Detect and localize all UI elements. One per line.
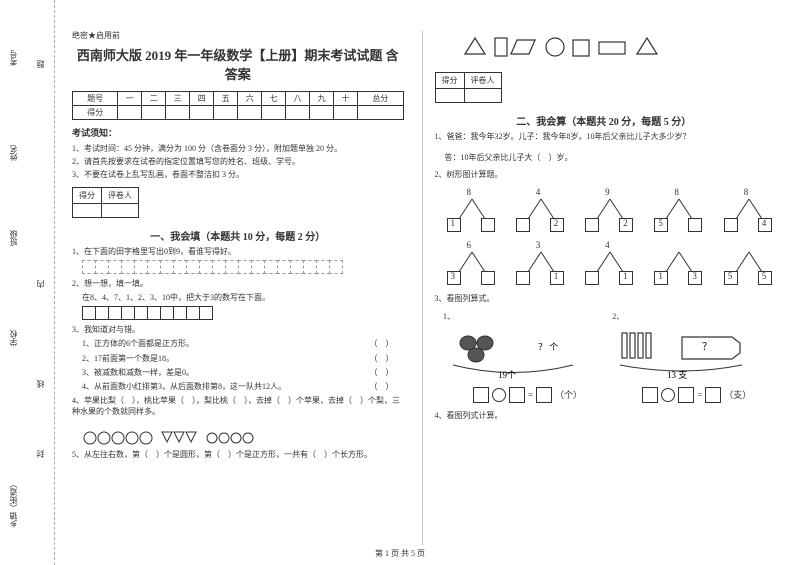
instruction-item: 1、考试时间：45 分钟，满分为 100 分（含卷面分 3 分），附加题单独 2… [72,143,404,154]
binding-mark: 内 [35,280,46,288]
number-tree: 6 3 [445,240,496,285]
unit: （支） [724,388,751,401]
answer-grid [82,260,404,274]
confidential-label: 绝密★启用前 [72,30,404,41]
section-title: 二、我会算（本题共 20 分，每题 5 分） [435,113,774,128]
answer-line: 答：10年后父亲比儿子大（ ）岁。 [445,152,774,163]
question-text: 1、爸爸：我今年32岁。儿子：我今年8岁。10年后父亲比儿子大多少岁？ [435,131,774,142]
brace-label: 13 支 [667,369,687,380]
left-column: 绝密★启用前 西南师大版 2019 年一年级数学【上册】期末考试试题 含答案 题… [60,30,423,545]
th: 总分 [358,92,403,106]
number-tree: 8 5 [652,187,703,232]
question-text: 2、树形图计算题。 [435,169,774,180]
brace-label: 19个 [498,370,516,380]
binding-mark: 线 [35,380,46,388]
binding-mark: 题 [35,60,46,68]
binding-margin: 考号 题 姓名 班级 内 学校 线 封 乡镇（街道） [0,0,55,565]
table-row: 题号 一 二 三 四 五 六 七 八 九 十 总分 [73,92,404,106]
number-tree: 8 4 [722,187,773,232]
number-tree: 4 1 [583,240,634,285]
question-mark: ？ [702,342,712,353]
page-footer: 第 1 页 共 5 页 [0,548,800,559]
tf-item: 1、正方体的6个面都是正方形。（ ） [82,338,404,349]
fruits-icon [82,420,282,446]
picture-problems: 1、 ？ 个 19个 = （个） 2、 [435,308,774,407]
exam-title: 西南师大版 2019 年一年级数学【上册】期末考试试题 含答案 [72,45,404,83]
shapes-icon [455,34,715,58]
number-tree: 9 2 [583,187,634,232]
score-label: 得分 [435,73,464,89]
th: 七 [262,92,286,106]
th: 九 [310,92,334,106]
tf-item: 4、从前面数小红排第3，从后面数排第8，这一队共12人。（ ） [82,381,404,392]
tf-item: 3、被减数和减数一样，差是0。（ ） [82,367,404,378]
number-tree: 8 1 [445,187,496,232]
equation: = （支） [642,387,764,403]
binding-field: 考号 [8,50,19,66]
binding-field: 学校 [8,330,19,346]
instructions-title: 考试须知： [72,126,404,139]
number-tree: 1 3 [652,240,703,285]
question-text: 4、看图列式计算。 [435,410,774,421]
tree-row: 8 1 4 2 9 2 8 5 8 4 [445,187,774,232]
unit: （个） [555,388,582,401]
grader-label: 评卷人 [102,187,139,203]
instruction-item: 3、不要在试卷上乱写乱画，卷面不整洁扣 3 分。 [72,169,404,180]
th: 一 [118,92,142,106]
score-box: 得分评卷人 [435,72,502,103]
td: 得分 [73,106,118,120]
question-text: 在8、4、7、1、2、3、10中，把大于3的数写在下面。 [82,292,404,303]
pencils-diagram: ？ 13 支 [612,325,762,380]
question-text: 3、我知道对与错。 [72,324,404,335]
th: 六 [238,92,262,106]
th: 八 [286,92,310,106]
binding-field: 姓名 [8,145,19,161]
th: 四 [190,92,214,106]
section-title: 一、我会填（本题共 10 分，每题 2 分） [72,228,404,243]
instruction-item: 2、请首先按要求在试卷的指定位置填写您的姓名、班级、学号。 [72,156,404,167]
th: 三 [166,92,190,106]
question-mark: ？ 个 [538,342,558,352]
tf-item: 2、17前面第一个数是18。（ ） [82,353,404,364]
prob-num: 1、 [443,311,595,322]
score-label: 得分 [73,187,102,203]
th: 十 [334,92,358,106]
grader-label: 评卷人 [464,73,501,89]
score-table: 题号 一 二 三 四 五 六 七 八 九 十 总分 得分 [72,91,404,120]
shapes-row [455,34,774,58]
balls-diagram: ？ 个 19个 [443,325,583,380]
number-tree: 5 5 [722,240,773,285]
binding-mark: 封 [35,450,46,458]
table-row: 得分 [73,106,404,120]
question-text: 1、在下面的田字格里写出0到9，看谁写得好。 [72,246,404,257]
question-text: 3、看图列算式。 [435,293,774,304]
number-tree: 3 1 [514,240,565,285]
equation: = （个） [473,387,595,403]
question-text: 4、苹果比梨（ ），桃比苹果（ ），梨比桃（ ），去掉（ ）个苹果，去掉（ ）个… [72,395,404,417]
answer-grid [82,306,404,320]
th: 二 [142,92,166,106]
prob-num: 2、 [612,311,764,322]
fruit-diagram [82,420,404,446]
question-text: 5、从左往右数，第（ ）个是圆形，第（ ）个是正方形，一共有（ ）个长方形。 [72,449,404,460]
binding-field: 乡镇（街道） [8,480,19,528]
number-tree: 4 2 [514,187,565,232]
binding-field: 班级 [8,230,19,246]
right-column: 得分评卷人 二、我会算（本题共 20 分，每题 5 分） 1、爸爸：我今年32岁… [423,30,786,545]
score-box: 得分评卷人 [72,187,139,218]
tree-row: 6 3 3 1 4 1 1 3 5 5 [445,240,774,285]
th: 五 [214,92,238,106]
th: 题号 [73,92,118,106]
question-text: 2、想一想，填一填。 [72,278,404,289]
